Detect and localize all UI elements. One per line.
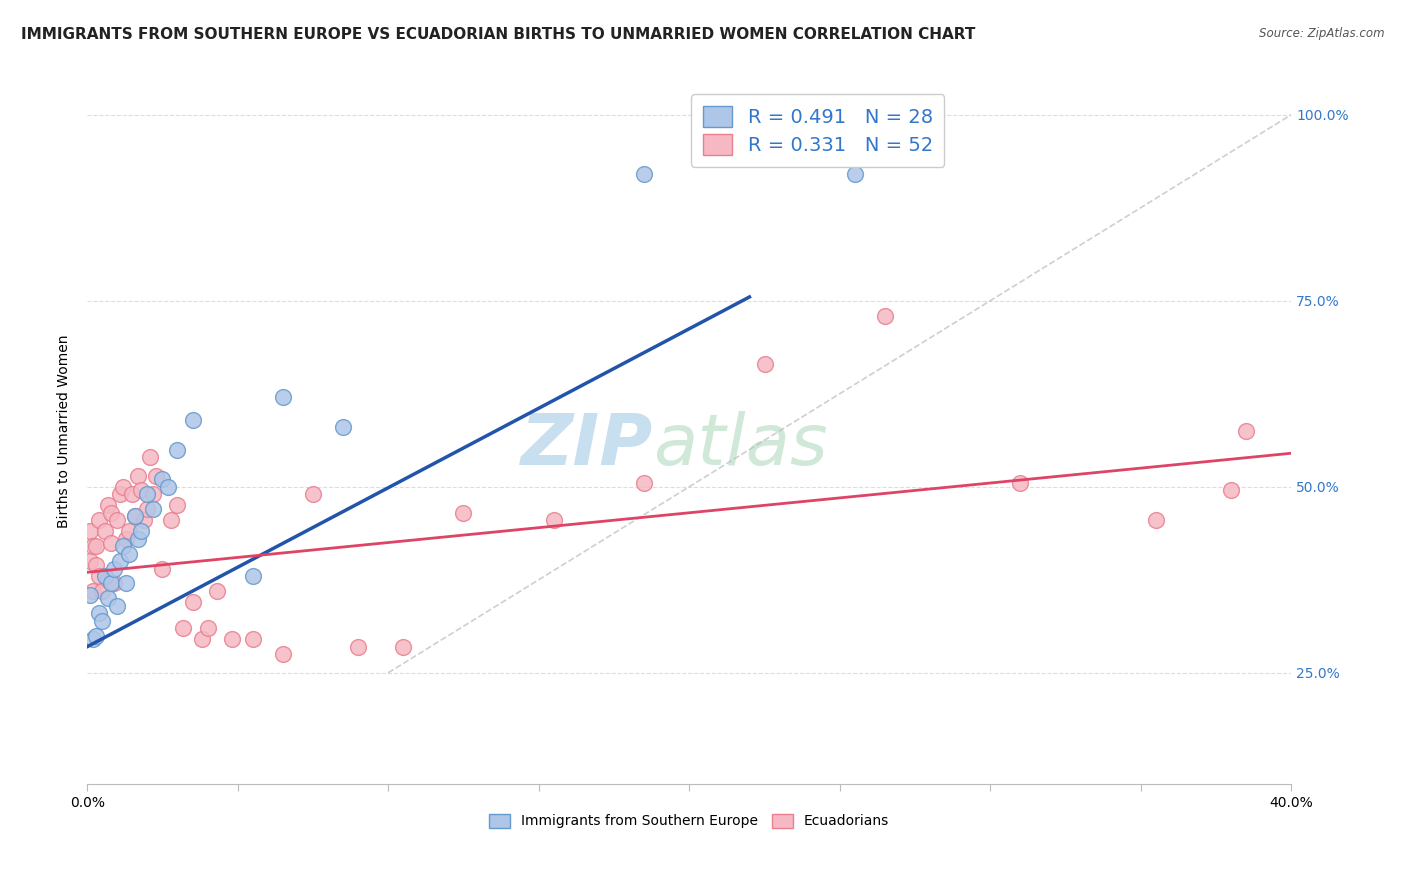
Point: [91, 614, 114, 628]
Point: [100, 576, 122, 591]
Point: [97, 499, 120, 513]
Point: [221, 632, 243, 647]
Point: [79, 554, 101, 568]
Point: [142, 502, 165, 516]
Point: [131, 483, 153, 498]
Point: [89, 569, 111, 583]
Point: [103, 576, 125, 591]
Point: [1234, 424, 1257, 438]
Point: [89, 606, 111, 620]
Point: [302, 487, 325, 501]
Point: [82, 632, 104, 647]
Point: [166, 499, 188, 513]
Point: [205, 583, 228, 598]
Point: [100, 506, 122, 520]
Point: [873, 309, 896, 323]
Point: [84, 629, 107, 643]
Point: [633, 475, 655, 490]
Point: [1010, 475, 1032, 490]
Point: [103, 561, 125, 575]
Point: [105, 513, 128, 527]
Text: atlas: atlas: [654, 410, 828, 480]
Point: [82, 583, 104, 598]
Point: [197, 621, 219, 635]
Point: [754, 357, 776, 371]
Point: [152, 472, 174, 486]
Point: [181, 595, 204, 609]
Point: [332, 420, 354, 434]
Point: [121, 487, 143, 501]
Point: [79, 524, 101, 539]
Point: [110, 554, 132, 568]
Point: [145, 468, 167, 483]
Text: Source: ZipAtlas.com: Source: ZipAtlas.com: [1260, 27, 1385, 40]
Point: [190, 632, 212, 647]
Point: [152, 561, 174, 575]
Point: [115, 532, 138, 546]
Point: [139, 450, 162, 464]
Point: [127, 468, 149, 483]
Legend: Immigrants from Southern Europe, Ecuadorians: Immigrants from Southern Europe, Ecuador…: [484, 808, 894, 834]
Y-axis label: Births to Unmarried Women: Births to Unmarried Women: [58, 334, 72, 528]
Point: [131, 524, 153, 539]
Point: [242, 569, 264, 583]
Point: [271, 391, 294, 405]
Point: [84, 558, 107, 572]
Point: [112, 539, 135, 553]
Point: [173, 621, 195, 635]
Point: [142, 487, 165, 501]
Point: [160, 513, 183, 527]
Point: [134, 513, 156, 527]
Point: [1220, 483, 1243, 498]
Point: [89, 513, 111, 527]
Point: [392, 640, 415, 654]
Point: [347, 640, 370, 654]
Point: [91, 583, 114, 598]
Point: [271, 647, 294, 661]
Point: [136, 487, 159, 501]
Point: [1144, 513, 1167, 527]
Point: [84, 539, 107, 553]
Point: [97, 591, 120, 606]
Point: [136, 502, 159, 516]
Point: [94, 524, 117, 539]
Point: [181, 413, 204, 427]
Point: [242, 632, 264, 647]
Point: [453, 506, 475, 520]
Point: [115, 576, 138, 591]
Point: [124, 509, 146, 524]
Point: [79, 588, 101, 602]
Point: [844, 167, 866, 181]
Point: [100, 535, 122, 549]
Point: [105, 599, 128, 613]
Point: [97, 573, 120, 587]
Point: [82, 539, 104, 553]
Point: [110, 487, 132, 501]
Point: [166, 442, 188, 457]
Point: [118, 547, 141, 561]
Point: [94, 569, 117, 583]
Point: [118, 524, 141, 539]
Point: [124, 509, 146, 524]
Point: [127, 532, 149, 546]
Point: [157, 480, 180, 494]
Point: [112, 480, 135, 494]
Point: [543, 513, 565, 527]
Point: [633, 167, 655, 181]
Text: ZIP: ZIP: [520, 410, 654, 480]
Text: IMMIGRANTS FROM SOUTHERN EUROPE VS ECUADORIAN BIRTHS TO UNMARRIED WOMEN CORRELAT: IMMIGRANTS FROM SOUTHERN EUROPE VS ECUAD…: [21, 27, 976, 42]
